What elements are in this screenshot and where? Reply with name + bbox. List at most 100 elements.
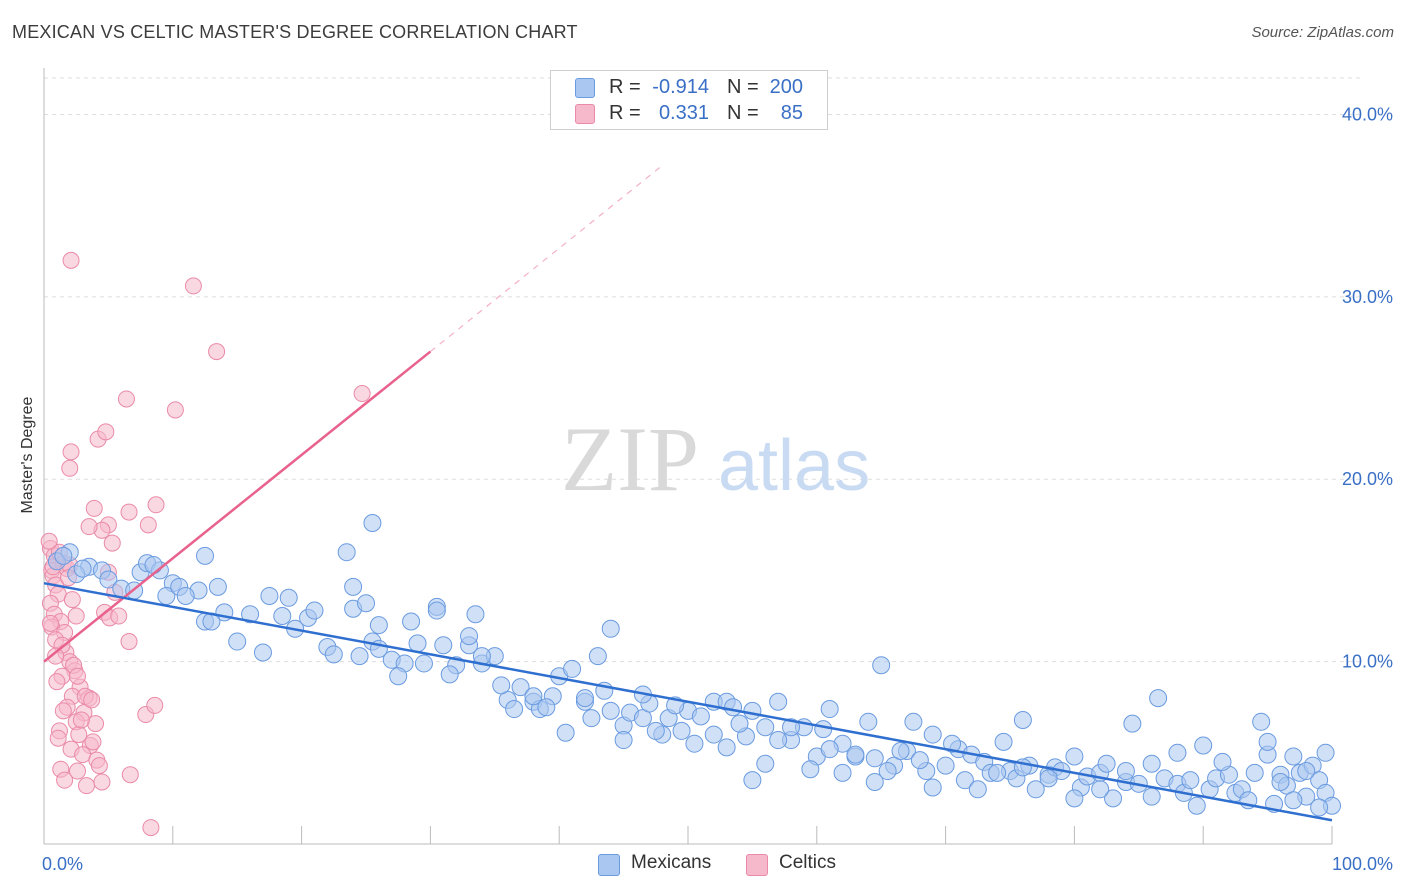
mexicans-point <box>769 731 788 750</box>
mexicans-point <box>1097 754 1116 773</box>
mexicans-point <box>833 763 852 782</box>
chart-title: MEXICAN VS CELTIC MASTER'S DEGREE CORREL… <box>12 22 578 42</box>
mexicans-point <box>756 718 775 737</box>
celtics-point <box>40 532 58 550</box>
mexicans-point <box>305 601 324 620</box>
mexicans-point <box>466 605 485 624</box>
mexicans-point <box>1258 732 1277 751</box>
celtics-swatch <box>575 104 595 124</box>
y-tick-label: 10.0% <box>1342 652 1393 672</box>
celtics-point <box>166 401 184 419</box>
mexicans-point <box>904 712 923 731</box>
mexicans-point <box>865 749 884 768</box>
r-label: R = <box>609 102 641 124</box>
mexicans-point <box>1271 772 1290 791</box>
mexicans-point <box>344 577 363 596</box>
celtics-point <box>87 715 105 733</box>
mexicans-point <box>601 701 620 720</box>
celtics-point <box>184 277 202 295</box>
mexicans-point <box>923 778 942 797</box>
mexicans-point <box>769 692 788 711</box>
mexicans-point <box>891 741 910 760</box>
mexicans-point <box>691 707 710 726</box>
mexicans-point <box>756 754 775 773</box>
celtics-point <box>103 534 121 552</box>
n-label: N = <box>727 76 759 98</box>
mexicans-point <box>685 734 704 753</box>
mexicans-point <box>537 698 556 717</box>
mexicans-swatch <box>575 78 595 98</box>
mexicans-point <box>923 725 942 744</box>
celtics-point <box>147 496 165 514</box>
mexicans-point <box>1297 762 1316 781</box>
mexicans-point <box>402 612 421 631</box>
mexicans-point <box>492 676 511 695</box>
r-value: -0.914 <box>652 76 709 98</box>
mexicans-point <box>1039 769 1058 788</box>
mexicans-point <box>814 720 833 739</box>
y-tick-label: 40.0% <box>1342 104 1393 124</box>
celtics-point <box>41 614 59 632</box>
mexicans-point <box>910 751 929 770</box>
mexicans-point <box>872 656 891 675</box>
celtics-point <box>97 423 115 441</box>
mexicans-point <box>1149 689 1168 708</box>
mexicans-point <box>460 627 479 646</box>
mexicans-point <box>955 771 974 790</box>
mexicans-point <box>337 543 356 562</box>
mexicans-point <box>408 634 427 653</box>
watermark: ZIP atlas <box>561 408 870 510</box>
celtics-point <box>78 777 96 795</box>
mexicans-point <box>260 586 279 605</box>
source-label: Source: ZipAtlas.com <box>1251 24 1394 41</box>
legend-label: Mexicans <box>631 852 712 873</box>
mexicans-point <box>241 605 260 624</box>
x-tick-label: 100.0% <box>1332 854 1393 874</box>
celtics-points <box>40 251 371 837</box>
mexicans-point <box>846 745 865 764</box>
celtics-point <box>117 390 135 408</box>
mexicans-trend-line <box>43 581 1333 822</box>
legend-row-celtics: R = 0.331 N = 85 <box>551 100 827 126</box>
mexicans-point <box>575 689 594 708</box>
mexicans-swatch <box>598 854 620 876</box>
legend-row-mexicans: R = -0.914 N = 200 <box>551 74 827 100</box>
mexicans-point <box>1194 736 1213 755</box>
celtics-point <box>353 385 371 403</box>
mexicans-point <box>563 659 582 678</box>
mexicans-point <box>994 732 1013 751</box>
mexicans-point <box>820 700 839 719</box>
celtics-trend-line <box>43 350 432 663</box>
celtics-point <box>48 673 66 691</box>
mexicans-point <box>357 594 375 613</box>
celtics-point <box>80 518 98 536</box>
mexicans-point <box>1013 710 1032 729</box>
mexicans-point <box>1187 796 1206 815</box>
mexicans-point <box>363 514 382 533</box>
n-value: 85 <box>780 102 803 124</box>
celtics-point <box>62 443 80 461</box>
mexicans-point <box>801 760 820 779</box>
mexicans-point <box>988 763 1007 782</box>
mexicans-points <box>47 514 1341 817</box>
n-label: N = <box>727 102 759 124</box>
mexicans-point <box>350 647 369 666</box>
mexicans-point <box>1181 771 1200 790</box>
mexicans-point <box>524 687 543 706</box>
mexicans-point <box>704 725 723 744</box>
mexicans-point <box>646 721 665 740</box>
n-value: 200 <box>769 76 803 98</box>
mexicans-point <box>582 709 601 728</box>
r-label: R = <box>609 76 641 98</box>
mexicans-point <box>1104 789 1123 808</box>
mexicans-point <box>144 555 163 574</box>
mexicans-point <box>505 700 524 719</box>
mexicans-point <box>1065 789 1084 808</box>
mexicans-point <box>936 756 955 775</box>
celtics-point <box>85 499 103 517</box>
mexicans-point <box>614 731 633 750</box>
mexicans-point <box>672 721 691 740</box>
mexicans-point <box>176 586 195 605</box>
celtics-point <box>74 746 92 764</box>
mexicans-point <box>279 588 298 607</box>
